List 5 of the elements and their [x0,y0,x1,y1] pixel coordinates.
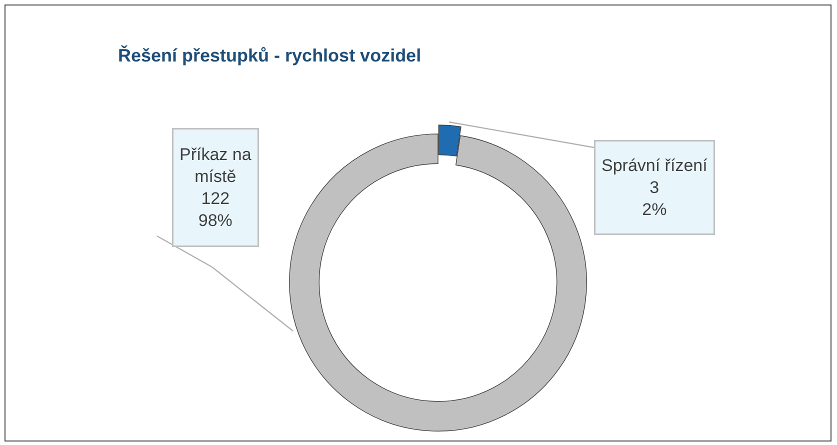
chart-title: Řešení přestupků - rychlost vozidel [118,44,422,66]
slice-label: Příkaz na místě [180,144,252,186]
data-label: 3 2% [642,178,667,220]
slice-label: Správní řízení [602,156,708,175]
data-label: 122 98% [198,189,232,230]
